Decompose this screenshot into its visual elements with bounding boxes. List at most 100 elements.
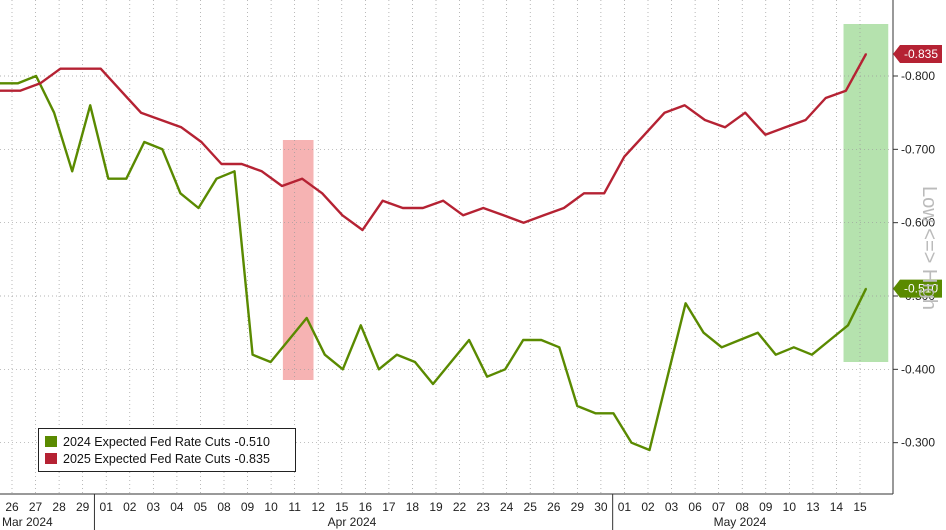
series-point bbox=[865, 53, 867, 55]
series-point bbox=[442, 199, 444, 202]
x-tick-label: 05 bbox=[194, 500, 208, 514]
series-point bbox=[792, 346, 795, 349]
x-tick-label: 01 bbox=[100, 500, 114, 514]
series-point bbox=[89, 104, 92, 107]
series-point bbox=[563, 207, 565, 209]
x-tick-label: 02 bbox=[641, 500, 655, 514]
series-point bbox=[522, 339, 525, 341]
series-point bbox=[486, 375, 488, 378]
series-point bbox=[612, 412, 615, 415]
series-point bbox=[0, 82, 1, 85]
series-point bbox=[107, 177, 110, 180]
legend-item-2025: 2025 Expected Fed Rate Cuts -0.835 bbox=[45, 450, 289, 467]
series-point bbox=[200, 141, 203, 143]
series-point bbox=[630, 441, 633, 444]
series-point bbox=[784, 126, 787, 129]
series-point bbox=[558, 346, 561, 349]
x-tick-label: 02 bbox=[123, 500, 137, 514]
series-point bbox=[341, 368, 344, 371]
series-point bbox=[663, 111, 666, 114]
series-point bbox=[594, 412, 597, 415]
series-point bbox=[724, 126, 726, 129]
series-point bbox=[450, 361, 452, 363]
legend-value-2024: -0.510 bbox=[234, 434, 270, 449]
last-value-label: -0.835 bbox=[904, 47, 938, 61]
series-point bbox=[666, 375, 669, 378]
series-point bbox=[233, 170, 236, 173]
series-point bbox=[180, 126, 183, 129]
x-tick-label: 04 bbox=[170, 500, 184, 514]
series-point bbox=[361, 229, 364, 231]
highlight-green-band bbox=[843, 24, 889, 362]
x-tick-label: 14 bbox=[830, 500, 844, 514]
legend-value-2025: -0.835 bbox=[234, 451, 270, 466]
x-tick-label: 17 bbox=[382, 500, 396, 514]
series-point bbox=[468, 339, 470, 341]
series-point bbox=[576, 405, 579, 407]
last-value-tag-2025 bbox=[893, 45, 942, 63]
x-month-label: Apr 2024 bbox=[328, 515, 377, 529]
series-point bbox=[847, 324, 849, 327]
series-point bbox=[482, 207, 485, 209]
y-tick-label: -0.800 bbox=[901, 69, 935, 83]
x-tick-label: 16 bbox=[359, 500, 373, 514]
series-point bbox=[220, 163, 223, 165]
series-point bbox=[643, 133, 646, 136]
series-point bbox=[39, 82, 42, 85]
series-point bbox=[359, 324, 362, 327]
series-line-2025 bbox=[0, 53, 868, 232]
x-tick-label: 23 bbox=[476, 500, 490, 514]
series-point bbox=[71, 170, 74, 173]
series-point bbox=[502, 214, 505, 217]
series-point bbox=[341, 214, 344, 217]
series-point bbox=[648, 449, 651, 451]
series-point bbox=[378, 368, 380, 371]
series-point bbox=[542, 214, 545, 217]
series-point bbox=[804, 119, 807, 121]
y-tick-label: -0.400 bbox=[901, 362, 935, 376]
series-point bbox=[623, 155, 626, 158]
x-tick-label: 18 bbox=[406, 500, 420, 514]
series-point bbox=[865, 287, 867, 290]
last-value-tag-2024 bbox=[893, 279, 942, 298]
legend-swatch-2025 bbox=[45, 453, 57, 464]
series-point bbox=[540, 339, 543, 341]
series-point bbox=[99, 67, 102, 70]
x-tick-label: 25 bbox=[524, 500, 538, 514]
series-point bbox=[462, 214, 465, 217]
x-tick-label: 09 bbox=[759, 500, 773, 514]
x-tick-label: 26 bbox=[547, 500, 561, 514]
series-point bbox=[738, 339, 741, 341]
series-point bbox=[684, 302, 687, 305]
x-tick-label: 09 bbox=[241, 500, 255, 514]
series-point bbox=[19, 89, 21, 92]
series-point bbox=[414, 361, 416, 363]
y-side-label: Low <=> High bbox=[918, 186, 940, 310]
series-point bbox=[811, 353, 813, 356]
series-point bbox=[764, 133, 767, 136]
x-tick-label: 10 bbox=[264, 500, 278, 514]
x-tick-label: 08 bbox=[217, 500, 231, 514]
series-point bbox=[522, 221, 525, 224]
series-point bbox=[79, 67, 82, 70]
x-tick-label: 06 bbox=[688, 500, 702, 514]
x-tick-label: 01 bbox=[618, 500, 632, 514]
series-point bbox=[704, 119, 706, 121]
legend: 2024 Expected Fed Rate Cuts -0.510 2025 … bbox=[38, 428, 296, 472]
x-tick-label: 29 bbox=[76, 500, 90, 514]
series-point bbox=[603, 192, 606, 195]
series-point bbox=[215, 177, 218, 180]
series-point bbox=[197, 207, 200, 209]
legend-item-2024: 2024 Expected Fed Rate Cuts -0.510 bbox=[45, 433, 289, 450]
x-tick-label: 30 bbox=[594, 500, 608, 514]
x-tick-label: 08 bbox=[736, 500, 750, 514]
y-tick-label: -0.300 bbox=[901, 436, 935, 450]
series-point bbox=[702, 331, 705, 334]
last-value-label: -0.510 bbox=[904, 282, 938, 296]
y-tick-label: -0.600 bbox=[901, 216, 935, 230]
series-point bbox=[720, 346, 723, 349]
x-tick-label: 10 bbox=[783, 500, 797, 514]
series-point bbox=[829, 339, 831, 341]
x-tick-label: 03 bbox=[665, 500, 679, 514]
